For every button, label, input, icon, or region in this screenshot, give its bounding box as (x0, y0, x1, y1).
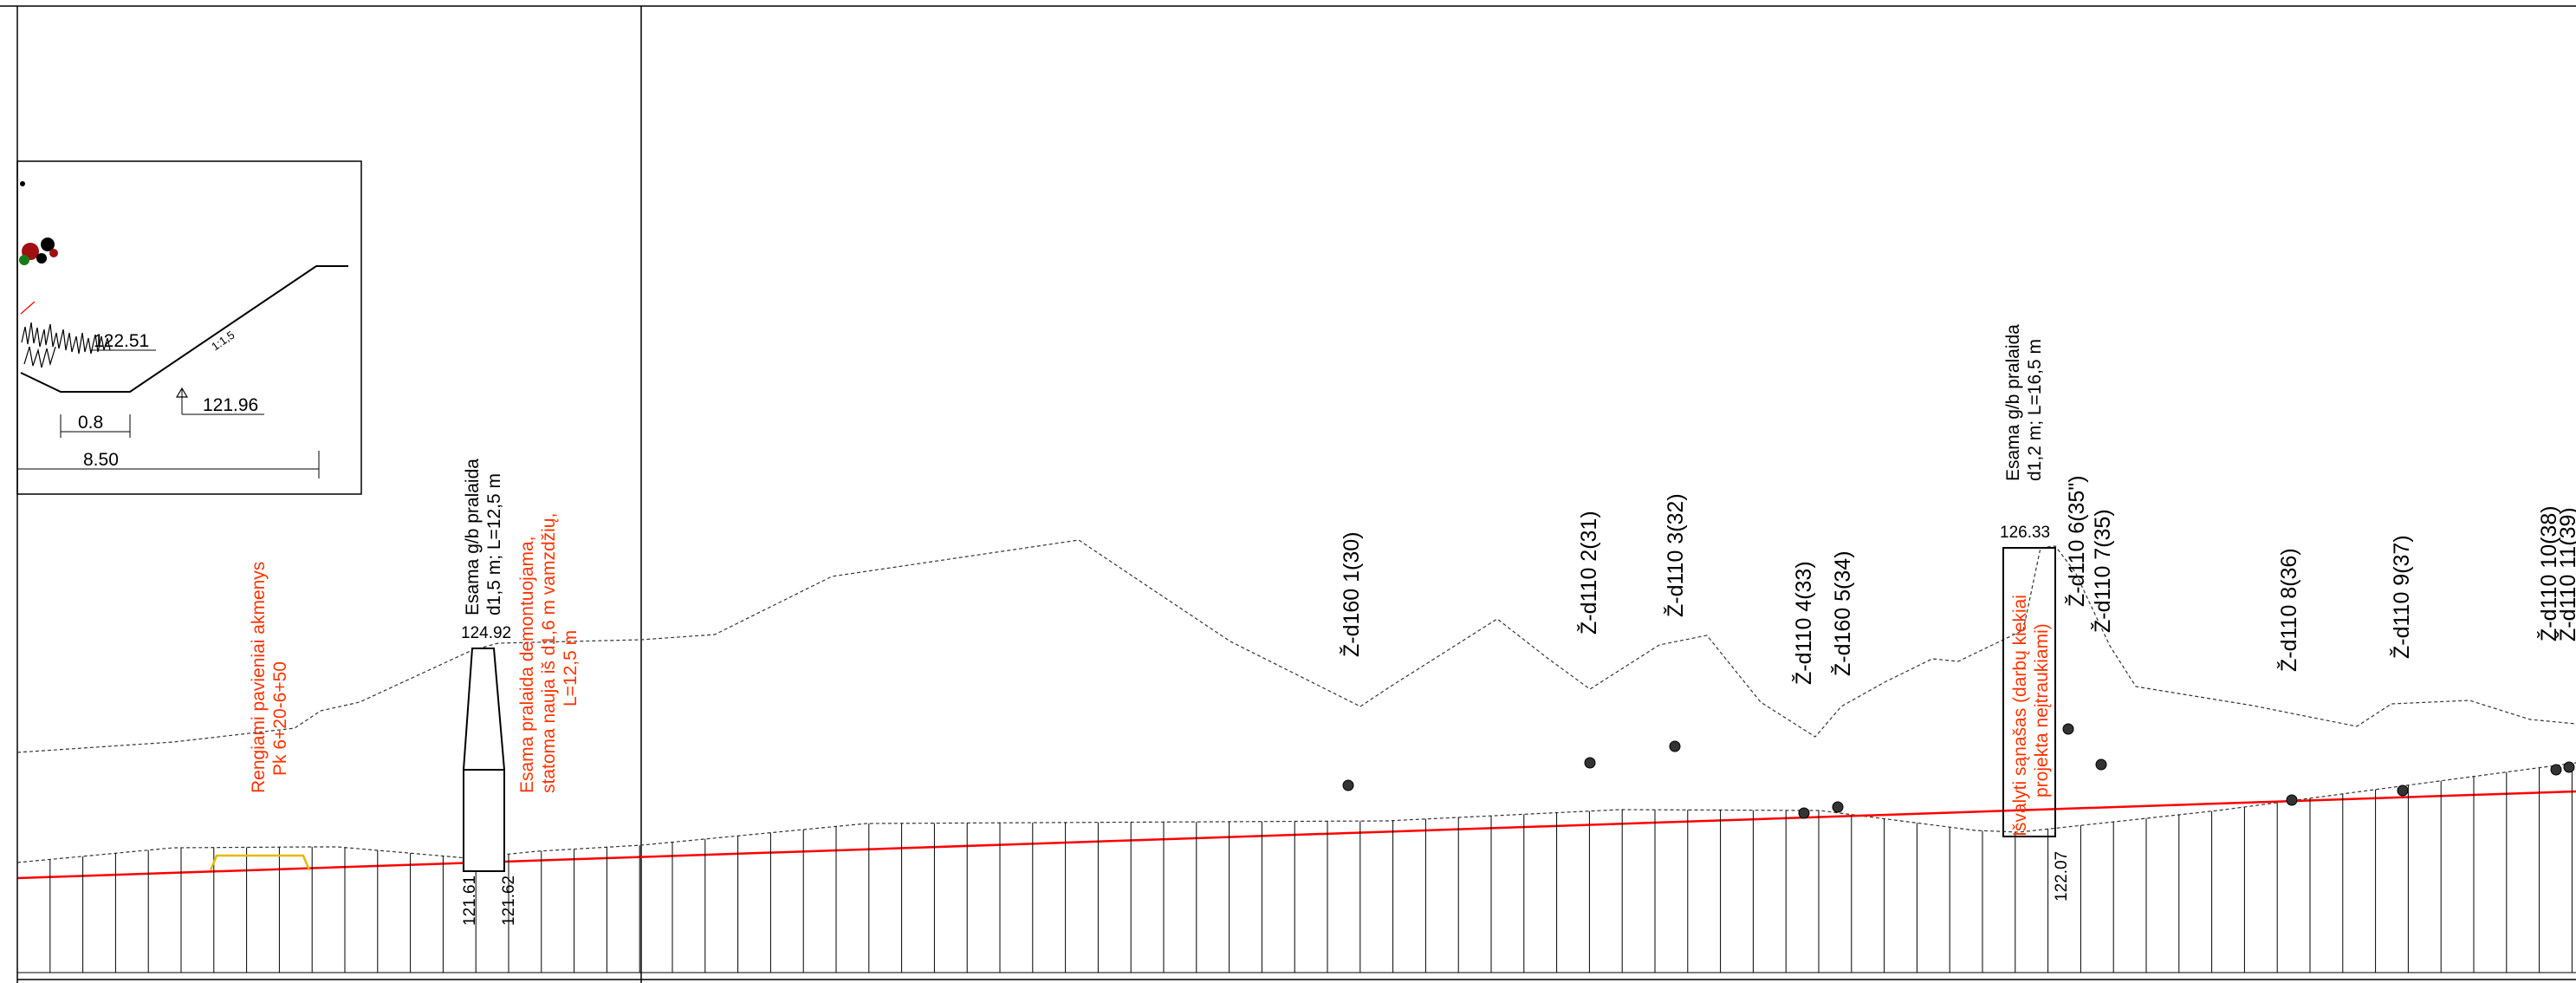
design-line (16, 790, 2576, 880)
inset-width-small: 0.8 (78, 413, 103, 433)
note-demolish-3: L=12,5 m (561, 630, 581, 706)
note-demolish-1: Esama pralaida demontuojama, (517, 536, 537, 793)
note-stones-1: Rengiami pavieniai akmenys (249, 562, 269, 793)
culvert-2-spec: d1,2 m; L=16,5 m (2025, 339, 2045, 481)
drain-point (2550, 764, 2562, 776)
culvert-1: Esama g/b pralaida d1,5 m; L=12,5 m 124.… (461, 459, 518, 926)
drain-point (2095, 758, 2107, 771)
red-marker (20, 301, 36, 315)
drain-label: Ž-d160 1(30) (1339, 531, 1364, 657)
drain-label: Ž-d110 7(35) (2090, 509, 2115, 633)
inset-top-elev: 122.51 (94, 331, 149, 351)
note-stones-2: Pk 6+20-6+50 (270, 661, 290, 776)
drain-label: Ž-d110 10(38) (2536, 505, 2561, 641)
culvert-1-title: Esama g/b pralaida (463, 459, 483, 615)
drain-label: Ž-d110 9(37) (2389, 535, 2414, 659)
drain-point (2563, 761, 2575, 773)
sheet-frame (0, 5, 2576, 983)
inset-bottom-elev: 121.96 (203, 395, 258, 415)
drain-label: Ž-d160 5(34) (1830, 550, 1855, 676)
station-ticks (16, 763, 2573, 973)
cross-section-inset: 122.51 1:1,5 121.96 0.8 8.50 (16, 160, 362, 495)
culvert-2-top-elev: 126.33 (2000, 524, 2050, 542)
culvert-1-spec: d1,5 m; L=12,5 m (484, 473, 504, 615)
ditch-profile (20, 265, 348, 393)
drain-label: Ž-d110 4(33) (1791, 561, 1816, 685)
terrain-line (16, 539, 2576, 753)
drain-label: Ž-d110 8(36) (2276, 548, 2301, 672)
drain-point (2397, 784, 2409, 797)
culvert-2: Esama g/b pralaida d1,2 m; L=16,5 m 126.… (2000, 324, 2071, 902)
drain-points (1342, 723, 2575, 819)
drain-point (1832, 801, 1844, 813)
drain-label: Ž-d110 6(35") (2064, 475, 2089, 607)
inset-width-total: 8.50 (83, 450, 119, 470)
culvert-1-bottom-left: 121.61 (461, 876, 479, 926)
culvert-1-bottom-right: 121.62 (500, 876, 518, 926)
tree-icon (19, 181, 58, 265)
ditch-bottom-line (16, 762, 2576, 863)
note-clean-1: Išvalyti sąnašas (darbų kiekiai (2010, 595, 2030, 837)
drain-label: Ž-d110 11(39) (2555, 507, 2576, 641)
inset-slope: 1:1,5 (209, 329, 237, 354)
vegetation-icon (21, 322, 111, 368)
drain-point (1342, 779, 1354, 791)
drain-point (1584, 757, 1596, 769)
drain-label: Ž-d110 2(31) (1576, 511, 1601, 635)
culvert-1-top-elev: 124.92 (461, 624, 511, 642)
note-demolish-2: statoma nauja iš d1,6 m vamzdžių, (539, 513, 559, 793)
drain-point (1669, 740, 1681, 752)
stones-highlight (209, 854, 311, 871)
drain-point (2062, 723, 2074, 735)
culvert-2-title: Esama g/b pralaida (2003, 324, 2023, 481)
inset-frame (16, 160, 362, 495)
drain-labels: Ž-d160 1(30) Ž-d110 2(31) Ž-d110 3(32) Ž… (1339, 475, 2576, 685)
drain-point (2286, 794, 2298, 806)
drain-label: Ž-d110 3(32) (1663, 493, 1688, 617)
culvert-2-bottom: 122.07 (2053, 851, 2071, 902)
drain-point (1798, 807, 1810, 819)
note-clean-2: projekta neįtraukiami) (2032, 623, 2052, 797)
